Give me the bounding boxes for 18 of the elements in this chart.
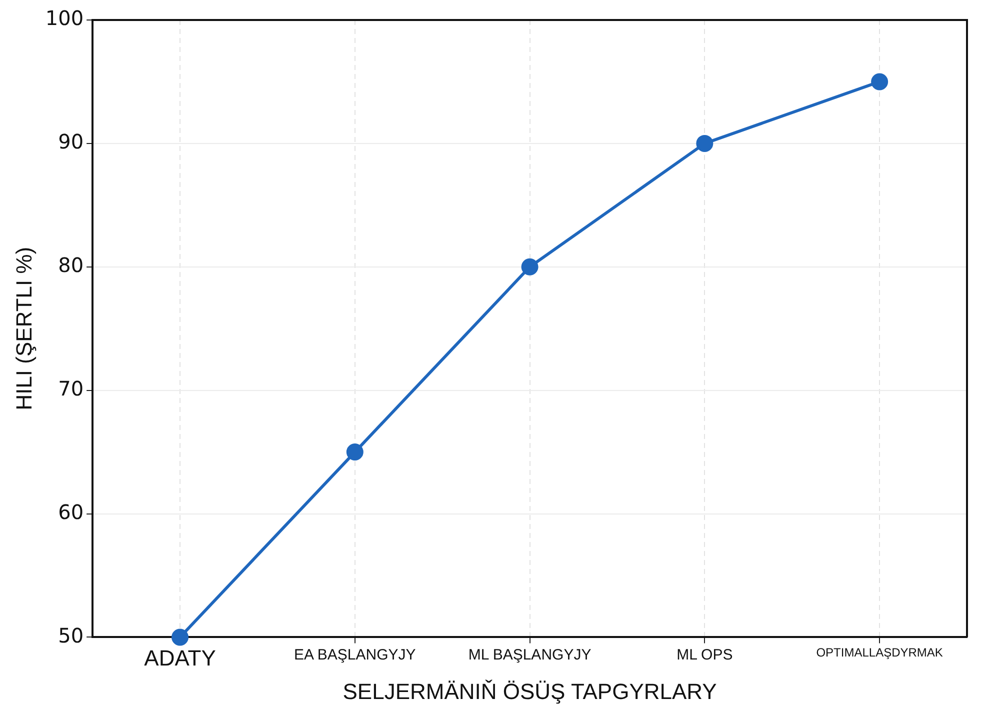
x-axis-title: SELJERMÄNIŇ ÖSÜŞ TAPGYRLARY bbox=[342, 678, 718, 704]
x-tick-label: OPTIMALLAŞDYRMAK bbox=[816, 646, 943, 660]
y-tick-label: 70 bbox=[58, 376, 84, 401]
x-tick-label: EA BAŞLANGYJY bbox=[294, 646, 416, 664]
point bbox=[871, 73, 888, 90]
point bbox=[521, 258, 538, 276]
point bbox=[346, 444, 364, 461]
x-tick-label: ML OPS bbox=[676, 646, 733, 664]
y-axis-title: HILI (ŞERTLI %) bbox=[11, 246, 36, 410]
point bbox=[696, 134, 714, 152]
y-tick-label: 80 bbox=[58, 253, 84, 278]
x-tick-label: ML BAŞLANGYJY bbox=[468, 646, 592, 664]
point bbox=[172, 628, 189, 646]
y-tick-label: 60 bbox=[58, 500, 84, 524]
y-tick-label: 50 bbox=[58, 623, 84, 648]
y-tick-label: 100 bbox=[45, 6, 84, 30]
x-tick-label: ADATY bbox=[144, 645, 216, 670]
y-tick-label: 90 bbox=[58, 130, 84, 154]
